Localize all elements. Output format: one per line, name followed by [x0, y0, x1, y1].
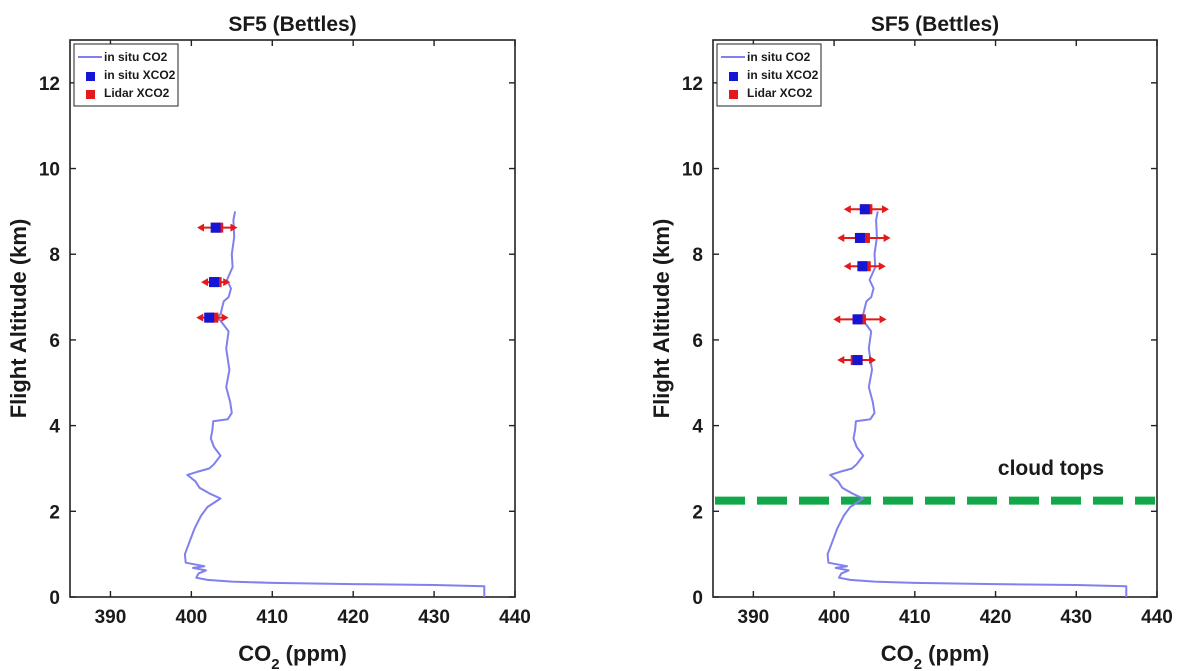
error-arrow-left	[833, 315, 841, 324]
y-axis-label: Flight Altitude (km)	[6, 219, 31, 419]
chart-title: SF5 (Bettles)	[871, 13, 999, 36]
x-tick-label: 390	[738, 607, 770, 628]
x-axis-label-main: CO	[238, 641, 271, 666]
error-arrow-right	[878, 262, 886, 271]
chart-title: SF5 (Bettles)	[228, 13, 356, 36]
x-tick-label: 420	[337, 607, 369, 628]
error-arrow-right	[883, 233, 891, 242]
plot-frame	[69, 39, 516, 598]
legend-entry: in situ CO2	[104, 50, 168, 64]
y-tick-label: 10	[682, 160, 703, 181]
y-tick-label: 0	[49, 588, 60, 609]
x-tick-label: 420	[980, 607, 1012, 628]
legend-square-swatch	[729, 72, 738, 81]
y-tick-label: 2	[49, 502, 60, 523]
in-situ-xco2-point	[854, 232, 865, 243]
x-axis-label: CO2 (ppm)	[881, 641, 990, 671]
legend-square-swatch	[729, 90, 738, 99]
legend-square-swatch	[86, 90, 95, 99]
x-tick-label: 390	[95, 607, 127, 628]
x-tick-label: 410	[899, 607, 931, 628]
legend-entry: in situ CO2	[747, 50, 811, 64]
error-arrow-left	[196, 313, 204, 322]
error-arrow-right	[879, 315, 887, 324]
x-tick-label: 400	[176, 607, 208, 628]
x-tick-label: 400	[818, 607, 850, 628]
plot-frame	[712, 39, 1158, 598]
y-tick-label: 12	[682, 74, 703, 95]
x-tick-label: 430	[418, 607, 450, 628]
chart-panel-1: SF5 (Bettles) 390 400 410 420 430 440 0 2 4 6 8 10 12…	[6, 13, 531, 671]
error-arrow-left	[837, 233, 845, 242]
in-situ-co2-line	[183, 211, 486, 597]
in-situ-xco2-point	[204, 312, 215, 323]
error-arrow-right	[230, 223, 238, 232]
in-situ-xco2-point	[852, 355, 863, 366]
x-axis-label-main: CO	[881, 641, 914, 666]
y-tick-label: 2	[692, 502, 703, 523]
legend-square-swatch	[86, 72, 95, 81]
x-axis-label-subscript: 2	[271, 656, 279, 671]
legend-entry: in situ XCO2	[747, 68, 819, 82]
in-situ-xco2-point	[210, 222, 221, 233]
y-tick-label: 4	[692, 417, 703, 438]
error-arrow-left	[843, 205, 851, 214]
error-arrow-right	[881, 205, 889, 214]
cloud-tops-label: cloud tops	[998, 457, 1104, 480]
error-arrow-left	[843, 262, 851, 271]
y-tick-label: 6	[692, 331, 703, 352]
x-axis-label: CO2 (ppm)	[238, 641, 347, 671]
x-axis-label-unit: (ppm)	[922, 641, 989, 666]
y-tick-label: 0	[692, 588, 703, 609]
in-situ-xco2-point	[209, 277, 220, 288]
legend-entry: in situ XCO2	[104, 68, 176, 82]
in-situ-xco2-point	[857, 261, 868, 272]
in-situ-xco2-point	[852, 314, 863, 325]
chart-panel-2: SF5 (Bettles) 390 400 410 420 430 440 0 2 4 6 8 10 12…	[649, 13, 1173, 671]
y-tick-label: 6	[49, 331, 60, 352]
y-tick-label: 8	[692, 245, 703, 266]
y-tick-label: 12	[39, 74, 60, 95]
error-arrow-left	[837, 356, 845, 365]
x-axis-label-unit: (ppm)	[280, 641, 347, 666]
y-tick-label: 10	[39, 160, 60, 181]
error-arrow-left	[201, 278, 209, 287]
error-arrow-right	[221, 313, 229, 322]
error-arrow-right	[869, 356, 877, 365]
x-tick-label: 440	[1141, 607, 1173, 628]
y-tick-label: 4	[49, 417, 60, 438]
in-situ-co2-line	[826, 211, 1128, 597]
legend-entry: Lidar XCO2	[747, 86, 813, 100]
error-arrow-right	[223, 278, 231, 287]
x-axis-label-subscript: 2	[914, 656, 922, 671]
y-tick-label: 8	[49, 245, 60, 266]
in-situ-xco2-point	[859, 204, 870, 215]
error-arrow-left	[197, 223, 205, 232]
x-tick-label: 440	[499, 607, 531, 628]
x-tick-label: 410	[256, 607, 288, 628]
legend-entry: Lidar XCO2	[104, 86, 170, 100]
x-tick-label: 430	[1060, 607, 1092, 628]
y-axis-label: Flight Altitude (km)	[649, 219, 674, 419]
